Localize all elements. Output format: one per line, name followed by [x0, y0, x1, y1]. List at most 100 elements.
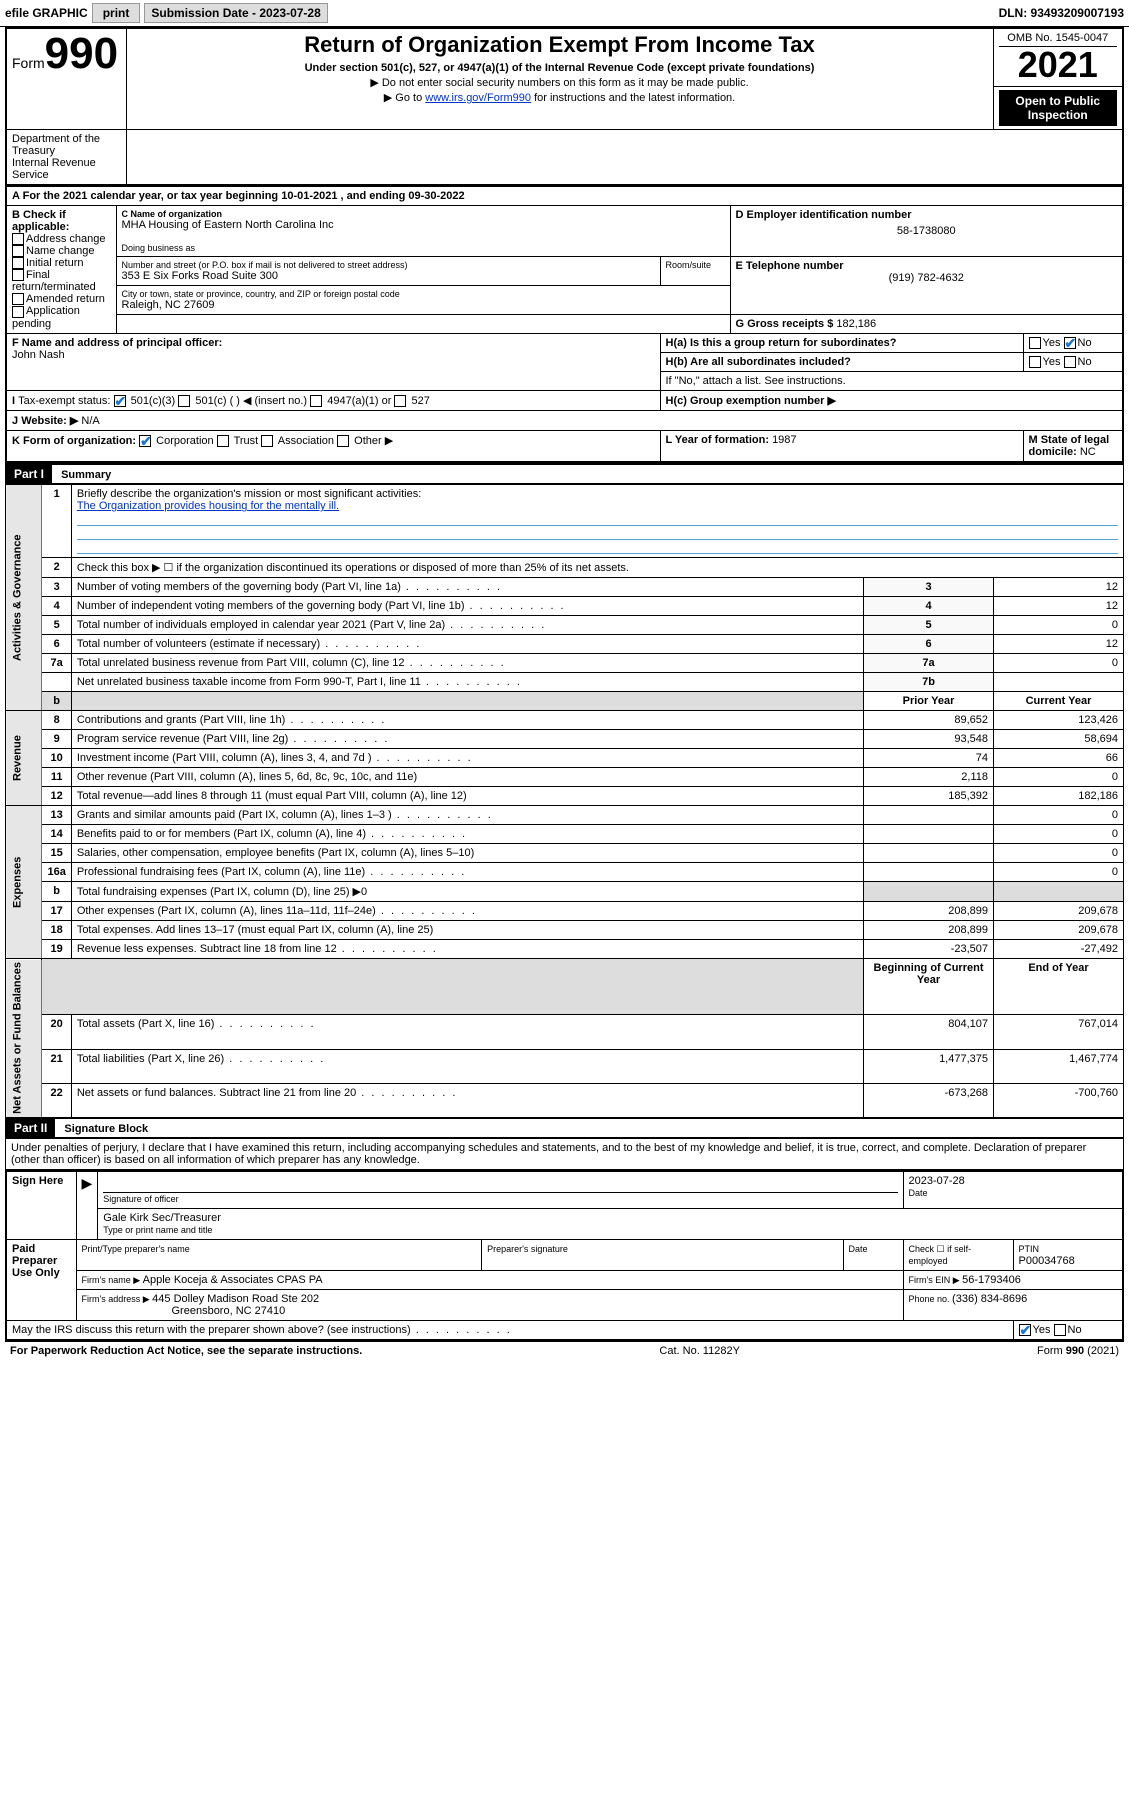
- open-public: Open to Public Inspection: [999, 90, 1118, 126]
- net-row: 20Total assets (Part X, line 16)804,1077…: [6, 1015, 1124, 1049]
- gov-row: 7aTotal unrelated business revenue from …: [6, 654, 1124, 673]
- line1: Briefly describe the organization's miss…: [71, 485, 1123, 558]
- section-e: E Telephone number (919) 782-4632: [730, 257, 1123, 315]
- rev-row: 9Program service revenue (Part VIII, lin…: [6, 730, 1124, 749]
- gov-row: 3Number of voting members of the governi…: [6, 578, 1124, 597]
- sign-here: Sign Here: [6, 1171, 76, 1240]
- topbar: efile GRAPHIC print Submission Date - 20…: [0, 0, 1129, 27]
- part1-summary: Activities & Governance 1 Briefly descri…: [5, 484, 1124, 1118]
- h-a-answer: Yes No: [1023, 334, 1123, 353]
- chk-corp[interactable]: [139, 435, 151, 447]
- note-link: ▶ Go to www.irs.gov/Form990 for instruct…: [132, 91, 988, 104]
- section-c-city: City or town, state or province, country…: [116, 286, 730, 315]
- section-f: F Name and address of principal officer:…: [6, 334, 660, 391]
- mission-link[interactable]: The Organization provides housing for th…: [77, 500, 339, 512]
- arrow-icon: ▶: [76, 1171, 98, 1240]
- section-l: L Year of formation: 1987: [660, 431, 1023, 463]
- part1-header: Part I Summary: [5, 463, 1124, 484]
- may-irs-answer: Yes No: [1013, 1321, 1123, 1341]
- irs-no[interactable]: [1054, 1324, 1066, 1336]
- section-g: G Gross receipts $ 182,186: [730, 315, 1123, 334]
- omb-cell: OMB No. 1545-0047 2021: [993, 28, 1123, 87]
- period-row: A For the 2021 calendar year, or tax yea…: [5, 186, 1124, 463]
- chk-app-pending[interactable]: Application pending: [12, 305, 111, 329]
- chk-trust[interactable]: [217, 435, 229, 447]
- open-public-cell: Open to Public Inspection: [993, 87, 1123, 130]
- paid-preparer: Paid Preparer Use Only: [6, 1240, 76, 1321]
- title-cell: Return of Organization Exempt From Incom…: [126, 28, 993, 130]
- print-button[interactable]: print: [92, 3, 141, 23]
- line2: Check this box ▶ ☐ if the organization d…: [71, 558, 1123, 578]
- tab-expenses: Expenses: [6, 806, 42, 959]
- exp-row: 16aProfessional fundraising fees (Part I…: [6, 863, 1124, 882]
- net-row: 22Net assets or fund balances. Subtract …: [6, 1083, 1124, 1117]
- rev-row: 12Total revenue—add lines 8 through 11 (…: [6, 787, 1124, 806]
- sig-date: 2023-07-28 Date: [903, 1171, 1123, 1209]
- section-d: D Employer identification number 58-1738…: [730, 206, 1123, 257]
- ha-no[interactable]: [1064, 337, 1076, 349]
- footer-left: For Paperwork Reduction Act Notice, see …: [10, 1345, 362, 1357]
- form-header: Form990 Return of Organization Exempt Fr…: [5, 27, 1124, 186]
- section-m: M State of legal domicile: NC: [1023, 431, 1123, 463]
- rev-row: 11Other revenue (Part VIII, column (A), …: [6, 768, 1124, 787]
- submission-date: Submission Date - 2023-07-28: [144, 3, 327, 23]
- room-suite: Room/suite: [660, 257, 730, 286]
- gov-row: 5Total number of individuals employed in…: [6, 616, 1124, 635]
- signature-table: Sign Here ▶ Signature of officer 2023-07…: [5, 1170, 1124, 1341]
- chk-assoc[interactable]: [261, 435, 273, 447]
- efile-label: efile GRAPHIC: [5, 6, 88, 20]
- ptin: PTIN P00034768: [1013, 1240, 1123, 1271]
- hb-yes[interactable]: [1029, 356, 1041, 368]
- irs-link[interactable]: www.irs.gov/Form990: [425, 92, 531, 104]
- form-number-cell: Form990: [6, 28, 126, 130]
- h-b-answer: Yes No: [1023, 353, 1123, 372]
- section-h-b: H(b) Are all subordinates included?: [660, 353, 1023, 372]
- chk-527[interactable]: [394, 395, 406, 407]
- chk-501c3[interactable]: [114, 395, 126, 407]
- tax-period: A For the 2021 calendar year, or tax yea…: [6, 187, 1123, 206]
- section-h-a: H(a) Is this a group return for subordin…: [660, 334, 1023, 353]
- chk-4947[interactable]: [310, 395, 322, 407]
- irs-yes[interactable]: [1019, 1324, 1031, 1336]
- hb-no[interactable]: [1064, 356, 1076, 368]
- dln-label: DLN: 93493209007193: [999, 6, 1124, 20]
- part2-header: Part II Signature Block: [5, 1118, 1124, 1138]
- prep-sig: Preparer's signature: [482, 1240, 843, 1271]
- net-row: 21Total liabilities (Part X, line 26)1,4…: [6, 1049, 1124, 1083]
- exp-row: 14Benefits paid to or for members (Part …: [6, 825, 1124, 844]
- gov-row: 4Number of independent voting members of…: [6, 597, 1124, 616]
- section-c-addr: Number and street (or P.O. box if mail i…: [116, 257, 660, 286]
- chk-initial[interactable]: Initial return: [12, 257, 111, 269]
- self-emp: Check ☐ if self-employed: [903, 1240, 1013, 1271]
- chk-name[interactable]: Name change: [12, 245, 111, 257]
- tab-net: Net Assets or Fund Balances: [6, 959, 42, 1118]
- gov-row: Net unrelated business taxable income fr…: [6, 673, 1124, 692]
- firm-ein: Firm's EIN ▶ 56-1793406: [903, 1271, 1123, 1290]
- firm-phone: Phone no. (336) 834-8696: [903, 1290, 1123, 1321]
- section-h-c: H(c) Group exemption number ▶: [660, 391, 1123, 411]
- sig-officer: Signature of officer: [98, 1171, 903, 1209]
- chk-address[interactable]: Address change: [12, 233, 111, 245]
- note-ssn: ▶ Do not enter social security numbers o…: [132, 76, 988, 89]
- gov-row: 6Total number of volunteers (estimate if…: [6, 635, 1124, 654]
- footer: For Paperwork Reduction Act Notice, see …: [5, 1341, 1124, 1360]
- declaration: Under penalties of perjury, I declare th…: [5, 1138, 1124, 1170]
- chk-501c[interactable]: [178, 395, 190, 407]
- section-b: B Check if applicable: Address change Na…: [6, 206, 116, 334]
- dept-cell: Department of the Treasury Internal Reve…: [6, 130, 126, 186]
- prep-name: Print/Type preparer's name: [76, 1240, 482, 1271]
- tab-activities: Activities & Governance: [6, 485, 42, 711]
- section-c-name: C Name of organization MHA Housing of Ea…: [116, 206, 730, 257]
- exp-row: bTotal fundraising expenses (Part IX, co…: [6, 882, 1124, 902]
- section-j: J Website: ▶ N/A: [6, 411, 1123, 431]
- h-b-note: If "No," attach a list. See instructions…: [660, 372, 1123, 391]
- chk-final[interactable]: Final return/terminated: [12, 269, 111, 293]
- may-irs: May the IRS discuss this return with the…: [6, 1321, 1013, 1341]
- exp-row: 19Revenue less expenses. Subtract line 1…: [6, 940, 1124, 959]
- chk-other[interactable]: [337, 435, 349, 447]
- ha-yes[interactable]: [1029, 337, 1041, 349]
- chk-amended[interactable]: Amended return: [12, 293, 111, 305]
- form-subtitle: Under section 501(c), 527, or 4947(a)(1)…: [132, 62, 988, 74]
- tax-year: 2021: [999, 47, 1118, 83]
- form-title: Return of Organization Exempt From Incom…: [132, 32, 988, 58]
